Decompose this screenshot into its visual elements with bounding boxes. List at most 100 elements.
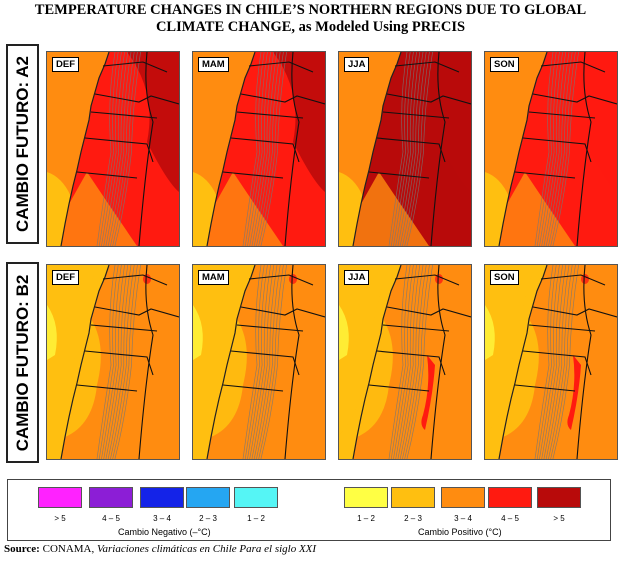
season-label: JJA: [344, 57, 370, 72]
contour-line: [395, 52, 417, 246]
boundary-line: [240, 306, 325, 318]
region-boundaries: [222, 265, 325, 459]
boundary-line: [230, 137, 300, 163]
boundary-line: [514, 384, 576, 392]
legend-label: > 5: [54, 514, 66, 523]
ocean-cooler-zone: [485, 265, 535, 435]
row-label-a2: CAMBIO FUTURO: A2: [6, 44, 39, 244]
southern-cooler-zone: [207, 172, 283, 246]
region-boundaries: [76, 265, 179, 459]
boundary-line: [94, 306, 179, 318]
contour-lines: [242, 52, 287, 246]
map-svg: [193, 52, 325, 246]
coastal-strip: [503, 319, 539, 437]
contour-line: [110, 265, 135, 459]
southern-cooler-zone: [353, 172, 429, 246]
border-line: [430, 52, 446, 246]
boundary-line: [222, 171, 284, 179]
season-label: SON: [490, 57, 519, 72]
contour-line: [399, 265, 424, 459]
map-panel-a2-son: SON: [484, 51, 618, 247]
contour-line: [545, 52, 570, 246]
contour-line: [247, 52, 268, 246]
contour-line: [536, 52, 557, 246]
boundary-line: [394, 274, 460, 286]
contour-line: [98, 52, 119, 246]
row-label-a2-text: CAMBIO FUTURO: A2: [12, 56, 32, 232]
contour-line: [98, 265, 119, 459]
contour-line: [112, 52, 138, 246]
contour-line: [249, 52, 271, 246]
contour-line: [260, 52, 287, 246]
contour-line: [395, 265, 417, 459]
source-note: Source: CONAMA, Variaciones climáticas e…: [4, 543, 316, 555]
boundary-line: [528, 324, 596, 332]
contour-line: [534, 265, 554, 459]
ocean-cool-patch: [47, 305, 57, 360]
coastal-strip: [65, 319, 101, 437]
boundary-line: [94, 93, 179, 105]
boundary-line: [236, 111, 304, 119]
contour-line: [249, 265, 271, 459]
boundary-line: [102, 274, 168, 286]
hot-spot: [289, 274, 297, 284]
contour-line: [114, 52, 141, 246]
contour-line: [406, 52, 433, 246]
legend-swatch-neg-gt5: [38, 487, 82, 508]
boundary-line: [76, 384, 138, 392]
southern-cooler-zone: [499, 172, 575, 246]
boundary-line: [532, 93, 617, 105]
contour-line: [247, 265, 268, 459]
boundary-line: [222, 384, 284, 392]
contour-line: [253, 52, 278, 246]
boundary-line: [102, 61, 168, 73]
border-line: [138, 52, 154, 246]
contour-line: [393, 265, 414, 459]
region-boundaries: [76, 52, 179, 246]
ocean-cool-patch: [339, 305, 349, 360]
boundary-line: [382, 111, 450, 119]
contour-line: [539, 52, 560, 246]
contour-line: [550, 52, 576, 246]
map-svg: [47, 52, 179, 246]
source-prefix: Source:: [4, 543, 40, 555]
contour-line: [402, 52, 427, 246]
boundary-line: [84, 137, 154, 163]
contour-line: [107, 52, 132, 246]
border-line: [576, 265, 592, 459]
contour-line: [114, 265, 141, 459]
map-svg: [47, 265, 179, 459]
contour-line: [543, 265, 567, 459]
legend-swatch-pos-2-3: [391, 487, 435, 508]
boundary-line: [532, 306, 617, 318]
contour-line: [406, 265, 433, 459]
boundary-line: [394, 61, 460, 73]
contour-line: [103, 52, 125, 246]
legend-swatch-pos-4-5: [488, 487, 532, 508]
boundary-line: [514, 171, 576, 179]
coastline: [498, 52, 548, 246]
source-org: CONAMA,: [39, 543, 98, 555]
legend-caption-positive: Cambio Positivo (°C): [418, 527, 502, 537]
contour-line: [101, 52, 122, 246]
contour-lines: [388, 265, 433, 459]
boundary-line: [240, 93, 325, 105]
map-panel-a2-jja: JJA: [338, 51, 472, 247]
map-panel-b2-mam: MAM: [192, 264, 326, 460]
contour-line: [397, 265, 421, 459]
contour-line: [399, 52, 424, 246]
coastal-strip: [211, 319, 247, 437]
legend-label: 4 – 5: [102, 514, 120, 523]
coastline: [498, 265, 548, 459]
legend-caption-negative: Cambio Negativo (–°C): [118, 527, 211, 537]
legend-swatch-pos-1-2: [344, 487, 388, 508]
contour-line: [541, 52, 563, 246]
hot-streak: [421, 355, 435, 430]
contour-line: [242, 265, 262, 459]
map-panel-a2-mam: MAM: [192, 51, 326, 247]
contour-line: [545, 265, 570, 459]
contour-line: [251, 265, 275, 459]
boundary-line: [236, 324, 304, 332]
contour-line: [536, 265, 557, 459]
legend-label: 3 – 4: [153, 514, 171, 523]
